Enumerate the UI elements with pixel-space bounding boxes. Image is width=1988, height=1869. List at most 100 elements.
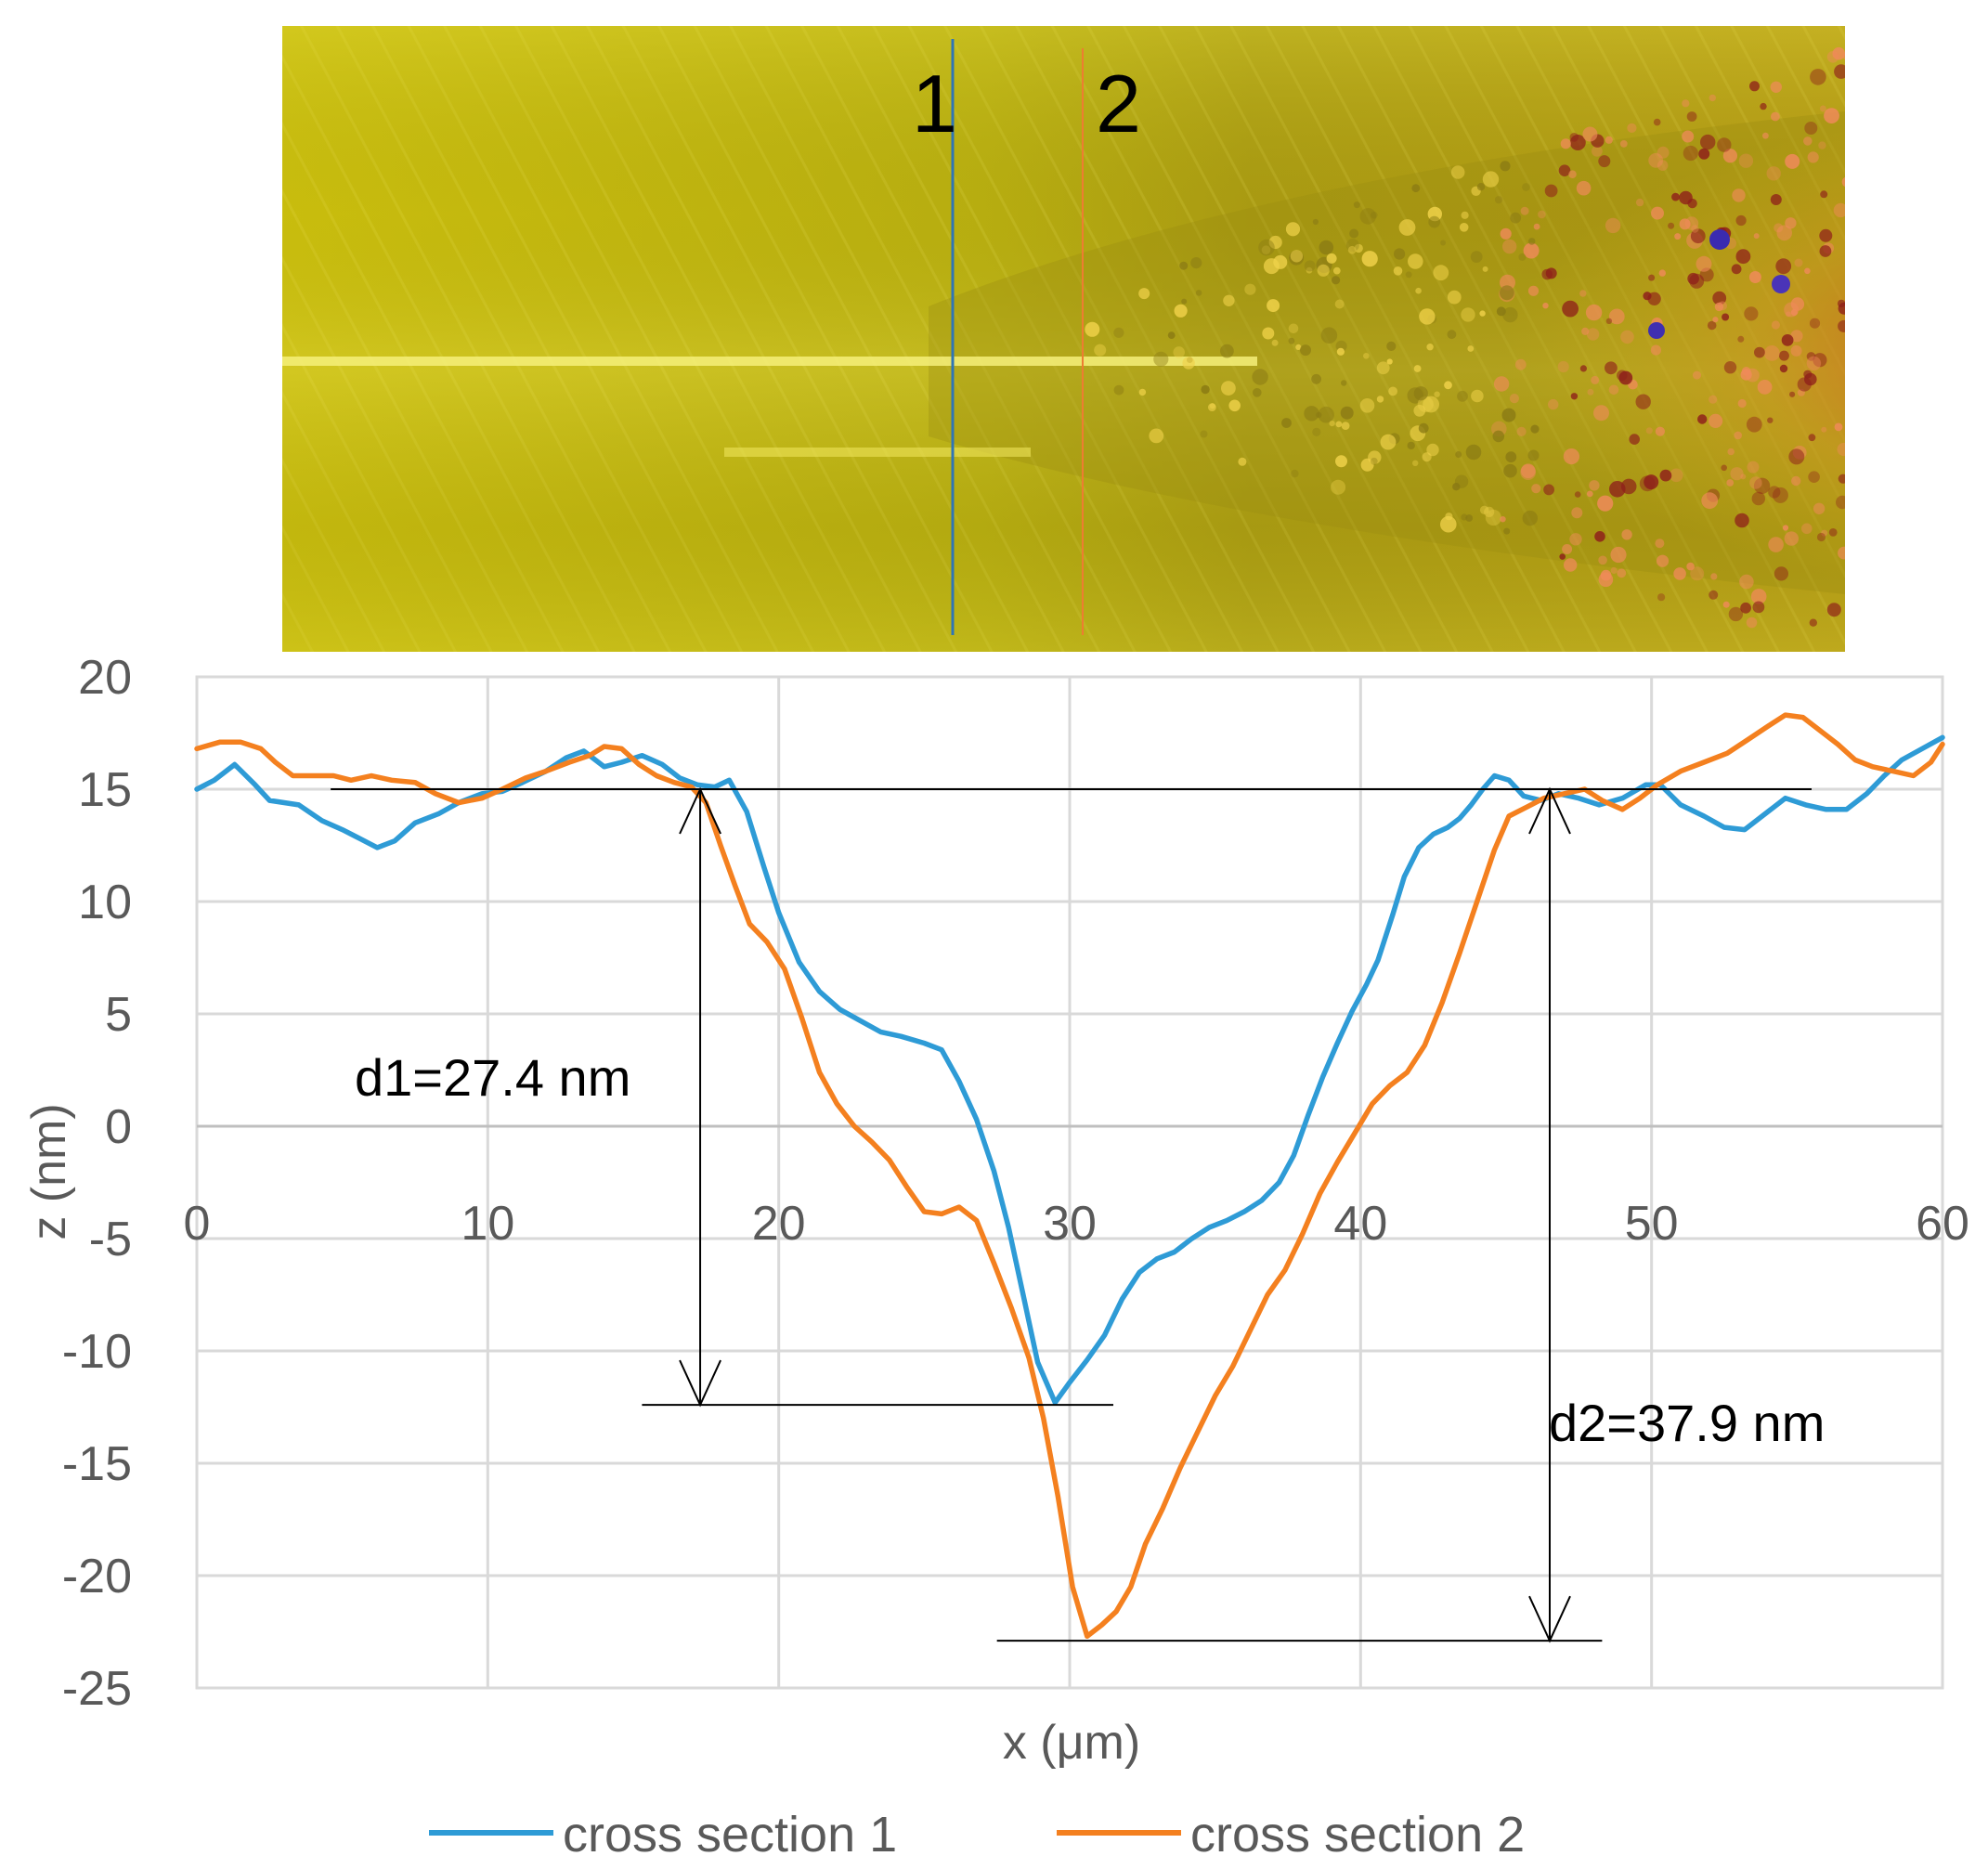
afm-speckles: [1085, 46, 1845, 629]
afm-speckle: [1753, 477, 1771, 494]
afm-speckle: [1153, 351, 1169, 367]
afm-speckle: [1806, 352, 1816, 361]
afm-speckle: [1650, 344, 1661, 356]
afm-speckle: [1285, 222, 1301, 237]
afm-speckle: [1735, 249, 1751, 265]
afm-speckle: [1220, 344, 1234, 358]
afm-speckle: [1419, 308, 1436, 325]
afm-speckle: [1598, 572, 1614, 588]
afm-speckle: [1548, 398, 1559, 410]
afm-speckle: [1470, 251, 1483, 263]
afm-speckle: [1542, 303, 1549, 309]
depth-arrow-head-top: [679, 786, 721, 835]
afm-speckle: [1750, 589, 1767, 604]
afm-speckle: [1340, 406, 1354, 420]
afm-speckle: [1360, 458, 1374, 472]
afm-speckle: [1591, 375, 1600, 384]
afm-speckle: [1571, 507, 1583, 519]
afm-speckle: [1485, 509, 1501, 526]
afm-speckle: [1300, 344, 1311, 357]
afm-speckle: [1767, 417, 1774, 423]
afm-speckle: [1819, 228, 1833, 242]
afm-speckle: [1788, 448, 1805, 465]
afm-speckle: [1589, 480, 1600, 491]
afm-speckle: [1782, 525, 1789, 531]
afm-speckle: [1838, 319, 1845, 332]
afm-speckle: [1682, 99, 1690, 108]
afm-speckle: [1651, 206, 1664, 220]
afm-speckle: [1605, 318, 1613, 324]
afm-speckle: [1562, 544, 1573, 554]
afm-speckle: [1380, 434, 1397, 450]
afm-speckle: [1201, 384, 1210, 395]
afm-speckle: [1832, 46, 1845, 60]
afm-speckle: [1341, 380, 1347, 386]
afm-speckle: [1784, 302, 1800, 318]
afm-speckle: [1824, 108, 1839, 123]
afm-speckle: [1510, 212, 1522, 224]
afm-speckle: [1518, 253, 1527, 261]
x-tick-labels: 0 10 20 30 40 50 60: [184, 1197, 1969, 1251]
afm-speckle: [1413, 386, 1428, 401]
afm-speckle: [1094, 344, 1107, 357]
afm-speckle: [1801, 523, 1813, 535]
afm-speckle: [1564, 558, 1578, 572]
afm-speckle: [1597, 495, 1614, 512]
afm-speckle: [1349, 228, 1359, 239]
afm-speckle: [1461, 307, 1475, 322]
afm-speckle: [1740, 474, 1747, 480]
afm-speckle: [1579, 290, 1587, 297]
y-tick-labels: 20 15 10 5 0 -5 -10 -15 -20 -25: [62, 651, 132, 1716]
afm-speckle: [1253, 388, 1262, 397]
afm-speckle: [1563, 448, 1579, 465]
afm-speckle: [1836, 495, 1845, 510]
afm-speckle: [1683, 145, 1698, 162]
cross-section-1-label: 1: [912, 58, 957, 149]
y-tick-label: 10: [78, 876, 132, 929]
afm-speckle: [1312, 427, 1321, 436]
afm-speckle: [1791, 475, 1801, 487]
afm-speckle: [1806, 356, 1822, 370]
afm-speckle: [1749, 476, 1762, 489]
y-tick-label: 15: [78, 763, 132, 817]
afm-speckle: [1290, 250, 1304, 263]
afm-speckle: [1586, 328, 1600, 341]
afm-speckle: [1818, 141, 1826, 149]
afm-speckle: [1386, 358, 1393, 365]
afm-speckle: [1737, 398, 1747, 409]
afm-speckle: [1516, 426, 1527, 436]
afm-speckle: [1388, 386, 1397, 396]
afm-speckle: [1138, 288, 1150, 300]
afm-speckle: [1789, 391, 1796, 397]
afm-speckle: [1785, 153, 1800, 169]
afm-speckle: [1693, 370, 1701, 380]
afm-speckle: [1768, 486, 1781, 499]
afm-speckle: [1608, 384, 1619, 396]
afm-speckle: [1173, 346, 1185, 358]
afm-speckle: [1710, 573, 1718, 580]
afm-speckle: [1190, 257, 1202, 269]
afm-speckle: [1522, 183, 1530, 191]
afm-speckle: [1790, 344, 1802, 357]
afm-speckle: [1457, 390, 1468, 402]
afm-speckle: [1533, 223, 1540, 230]
afm-speckle: [1393, 266, 1403, 276]
afm-speckle: [1295, 344, 1302, 350]
afm-speckle: [1288, 337, 1295, 344]
afm-speckle: [1647, 292, 1661, 305]
afm-speckle: [1579, 365, 1587, 372]
afm-speckle: [1753, 233, 1760, 240]
afm-speckle: [1810, 69, 1826, 85]
afm-speckle: [1544, 184, 1558, 198]
afm-speckle: [1768, 537, 1784, 552]
afm-speckle: [1746, 617, 1758, 629]
afm-speckle: [1503, 463, 1517, 478]
afm-speckle: [1557, 360, 1569, 373]
afm-speckle: [1174, 304, 1188, 318]
afm-speckle: [1586, 490, 1593, 498]
afm-pit: [1772, 275, 1790, 293]
afm-speckle: [1200, 430, 1208, 438]
afm-speckle: [1684, 216, 1699, 230]
afm-speckle: [1722, 149, 1737, 163]
